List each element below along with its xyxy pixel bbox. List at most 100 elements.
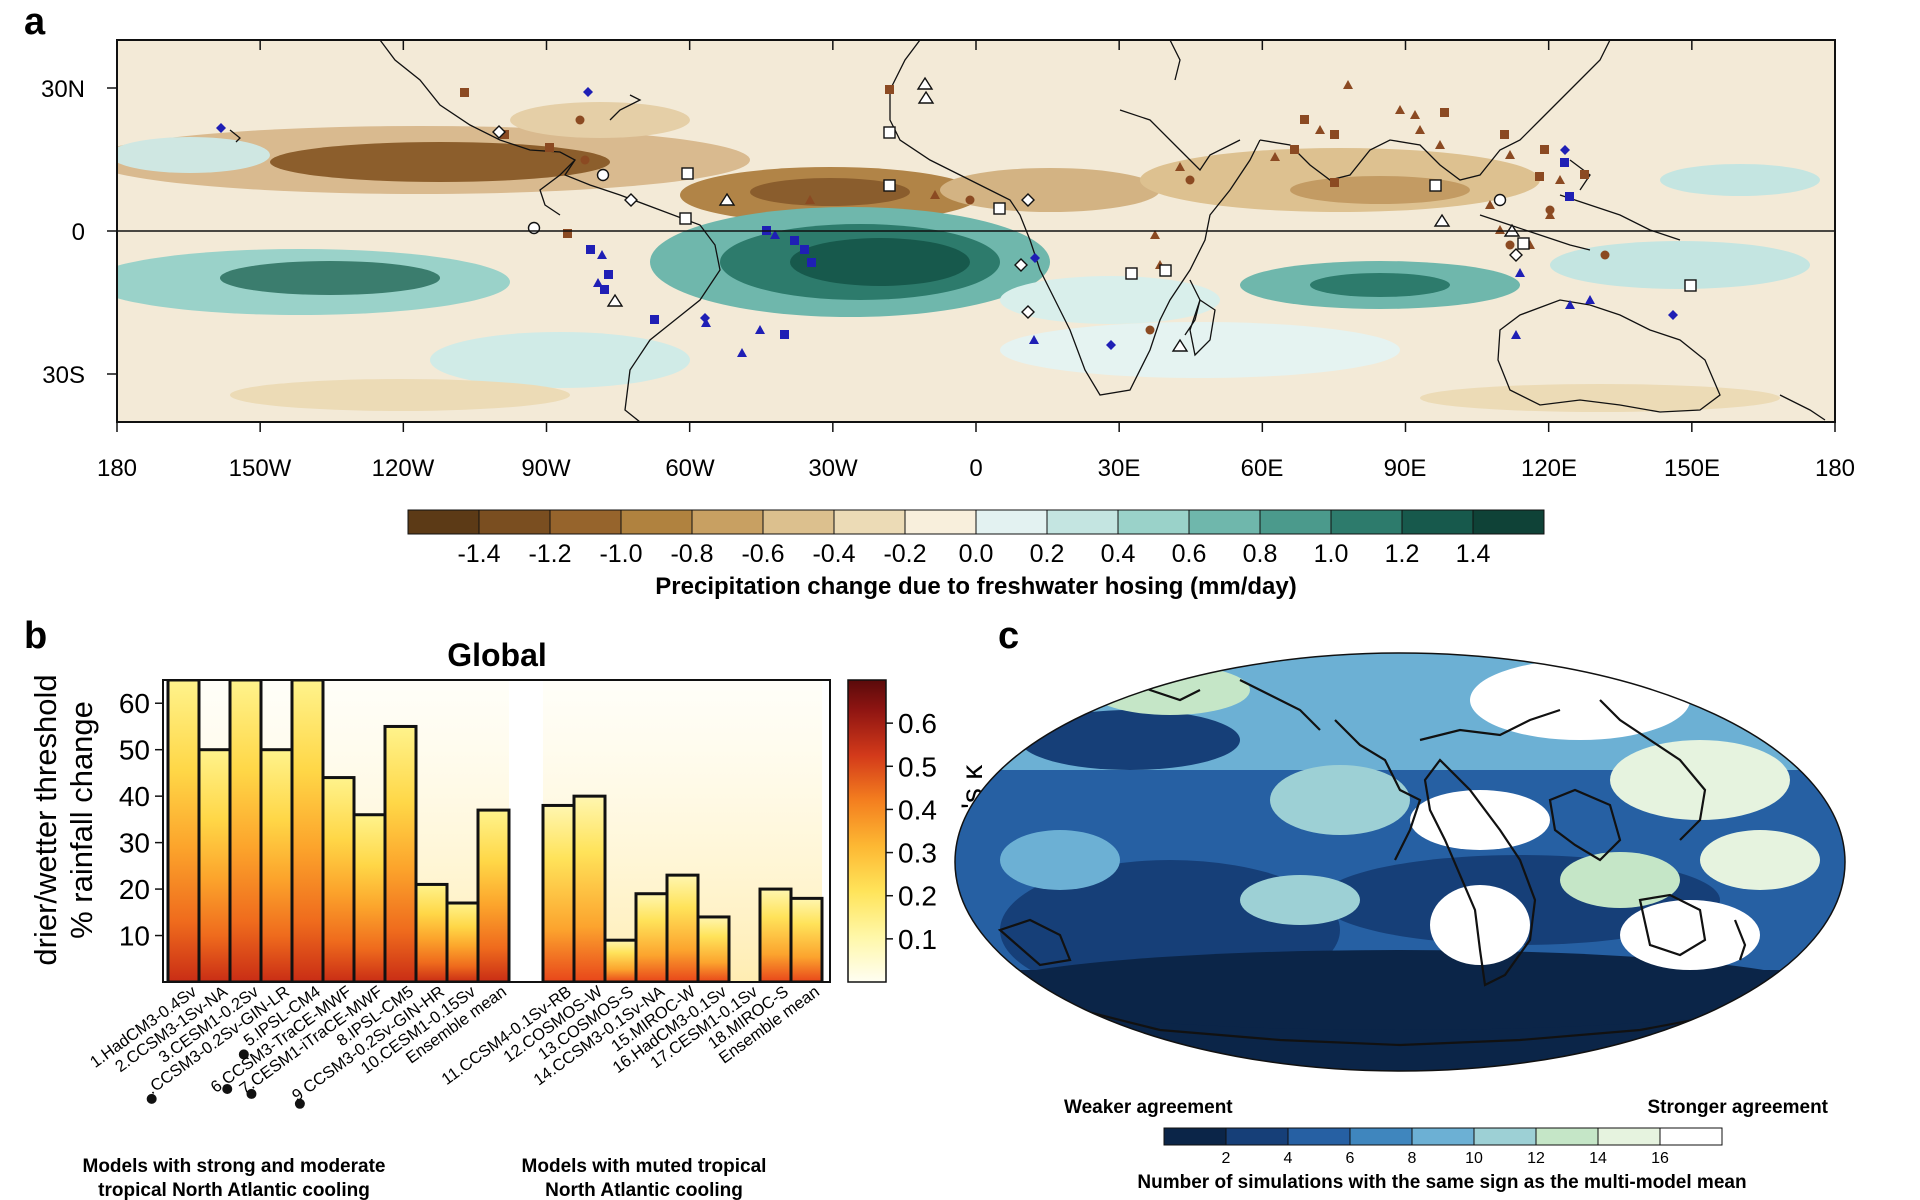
model-marker-dot	[222, 1083, 233, 1094]
bar	[352, 813, 387, 982]
kappa-tick-label: 0.3	[898, 838, 937, 869]
kappa-tick-label: 0.2	[898, 881, 937, 912]
agreement-tick: 14	[1589, 1150, 1607, 1167]
bar	[228, 680, 263, 982]
precip-colorbar-swatch	[1117, 509, 1190, 535]
precip-colorbar-swatch	[407, 509, 480, 535]
group-label-strong-line2: tropical North Atlantic cooling	[98, 1180, 370, 1200]
precip-colorbar-swatch	[1188, 509, 1261, 535]
lon-label: 90E	[1384, 455, 1427, 482]
y-ticks: 10 20 30 40 50 60	[119, 688, 163, 952]
bars	[166, 680, 824, 982]
group-label-muted: Models with muted tropical North Atlanti…	[522, 1156, 767, 1200]
agreement-colorbar-ticks: 2 4 6 8 10 12 14 16	[1222, 1150, 1669, 1167]
kappa-tick-label: 0.5	[898, 751, 937, 782]
agreement-colorbar-swatch	[1473, 1127, 1537, 1146]
agreement-colorbar	[1163, 1127, 1723, 1146]
agreement-tick: 4	[1284, 1150, 1293, 1167]
agreement-colorbar-swatch	[1597, 1127, 1661, 1146]
y-tick-label: 60	[119, 688, 150, 719]
lat-tick-labels: 30N 0 30S	[41, 76, 85, 389]
panel-a-label: a	[24, 1, 46, 43]
agreement-colorbar-swatch	[1225, 1127, 1289, 1146]
group-label-strong-line1: Models with strong and moderate	[83, 1156, 386, 1177]
agreement-tick: 8	[1408, 1150, 1417, 1167]
precip-colorbar-swatch	[904, 509, 977, 535]
agreement-colorbar-swatch	[1411, 1127, 1475, 1146]
agreement-tick: 6	[1346, 1150, 1355, 1167]
bar	[572, 794, 607, 982]
cbar-tick: -1.4	[457, 540, 500, 568]
kappa-tick-label: 0.1	[898, 924, 937, 955]
agreement-tick: 12	[1527, 1150, 1545, 1167]
lon-label: 180	[97, 455, 137, 482]
bar	[321, 776, 356, 982]
plot-frame	[162, 679, 831, 983]
precip-colorbar-swatch	[549, 509, 622, 535]
threshold-column	[729, 680, 760, 982]
threshold-column	[605, 680, 636, 982]
bar	[541, 803, 576, 982]
bar	[758, 887, 793, 982]
station-markers	[216, 76, 1697, 357]
agreement-map	[954, 652, 1846, 1072]
agreement-colorbar-swatch	[1659, 1127, 1723, 1146]
y-tick-label: 20	[119, 874, 150, 905]
cbar-tick: -1.2	[528, 540, 571, 568]
precip-colorbar	[407, 509, 1545, 535]
precip-colorbar-swatch	[833, 509, 906, 535]
kappa-tick-label: 0.6	[898, 708, 937, 739]
x-tick-labels: 1.HadCM3-0.4Sv2.CCSM3-1Sv-NA3.CESM1-0.2S…	[87, 982, 823, 1109]
bar	[634, 892, 669, 982]
lon-label: 30W	[808, 455, 858, 482]
cbar-tick: 0.8	[1243, 540, 1278, 568]
precip-colorbar-swatch	[762, 509, 835, 535]
precip-colorbar-label: Precipitation change due to freshwater h…	[655, 573, 1296, 600]
group-label-muted-line2: North Atlantic cooling	[545, 1180, 743, 1200]
y-tick-label: 10	[119, 921, 150, 952]
bar	[414, 882, 449, 982]
agreement-tick: 16	[1651, 1150, 1669, 1167]
bar	[665, 873, 700, 982]
precip-colorbar-swatch	[1401, 509, 1474, 535]
bar-plot-area	[162, 679, 831, 983]
bar	[603, 938, 638, 982]
lat-label-30n: 30N	[41, 76, 85, 103]
group-label-muted-line1: Models with muted tropical	[522, 1156, 767, 1177]
cbar-tick: -0.6	[741, 540, 784, 568]
y-axis-label-line1: drier/wetter threshold	[28, 674, 63, 965]
lon-label: 150W	[229, 455, 292, 482]
weaker-agreement-label: Weaker agreement	[1064, 1097, 1233, 1118]
precip-map	[117, 40, 1835, 422]
precip-colorbar-swatch	[1259, 509, 1332, 535]
cbar-tick: 0.4	[1101, 540, 1136, 568]
kappa-ticks: 0.1 0.2 0.3 0.4 0.5 0.6	[886, 708, 937, 955]
model-marker-dot	[294, 1098, 305, 1109]
kappa-tick-label: 0.4	[898, 794, 937, 825]
model-marker-dot	[146, 1093, 157, 1104]
map-ticks	[107, 40, 1836, 432]
cbar-tick: 0.2	[1030, 540, 1065, 568]
cbar-tick: 1.0	[1314, 540, 1349, 568]
lon-label: 90W	[521, 455, 571, 482]
agreement-colorbar-swatch	[1349, 1127, 1413, 1146]
agreement-colorbar-swatch	[1287, 1127, 1351, 1146]
bar	[789, 896, 824, 982]
y-axis-label: drier/wetter threshold % rainfall change	[28, 674, 99, 965]
cbar-tick: 1.2	[1385, 540, 1420, 568]
precip-colorbar-swatch	[1046, 509, 1119, 535]
cbar-tick: 0.0	[959, 540, 994, 568]
y-tick-label: 50	[119, 735, 150, 766]
panel-b-label: b	[24, 615, 47, 657]
bar	[259, 748, 294, 982]
lat-label-30s: 30S	[42, 362, 85, 389]
kappa-colorbar: 0.10.20.30.40.50.6 Cohen's κ	[847, 679, 989, 983]
model-marker-dot	[246, 1088, 257, 1099]
y-tick-label: 40	[119, 781, 150, 812]
lon-label: 30E	[1098, 455, 1141, 482]
lon-label: 60E	[1241, 455, 1284, 482]
cbar-tick: -1.0	[599, 540, 642, 568]
precip-colorbar-swatch	[1472, 509, 1545, 535]
bar	[290, 680, 325, 982]
bar	[197, 748, 232, 982]
